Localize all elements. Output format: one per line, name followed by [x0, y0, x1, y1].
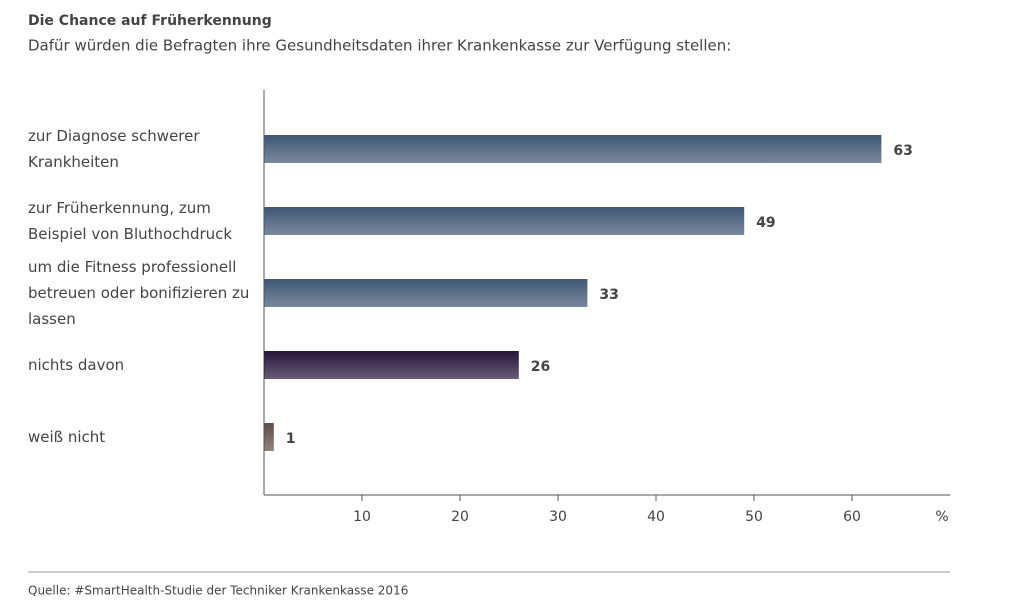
y-tick-label: zur Früherkennung, zum Beispiel von Blut… [28, 199, 233, 243]
x-tick-label: 10 [353, 509, 371, 525]
value-label: 26 [531, 359, 550, 375]
x-tick-label: 40 [647, 509, 665, 525]
value-label: 1 [286, 431, 296, 447]
bar [264, 135, 882, 163]
bar [264, 207, 745, 235]
value-label: 63 [893, 143, 912, 159]
source: Quelle: #SmartHealth-Studie der Technike… [28, 584, 408, 598]
x-tick-label: 60 [843, 509, 861, 525]
bar [264, 279, 588, 307]
x-tick-label: 50 [745, 509, 763, 525]
value-label: 33 [599, 287, 618, 303]
x-tick-label: 30 [549, 509, 567, 525]
bar [264, 351, 519, 379]
chart-title: Die Chance auf Früherkennung [28, 13, 272, 29]
bar [264, 423, 274, 451]
value-label: 49 [756, 215, 775, 231]
chart-subtitle: Dafür würden die Befragten ihre Gesundhe… [28, 37, 731, 55]
y-tick-label: weiß nicht [28, 428, 106, 446]
x-unit: % [935, 509, 948, 525]
x-tick-label: 20 [451, 509, 469, 525]
y-tick-label: um die Fitness professionell betreuen od… [28, 258, 250, 328]
y-tick-label: zur Diagnose schwerer Krankheiten [28, 127, 200, 171]
y-tick-label: nichts davon [28, 356, 125, 374]
